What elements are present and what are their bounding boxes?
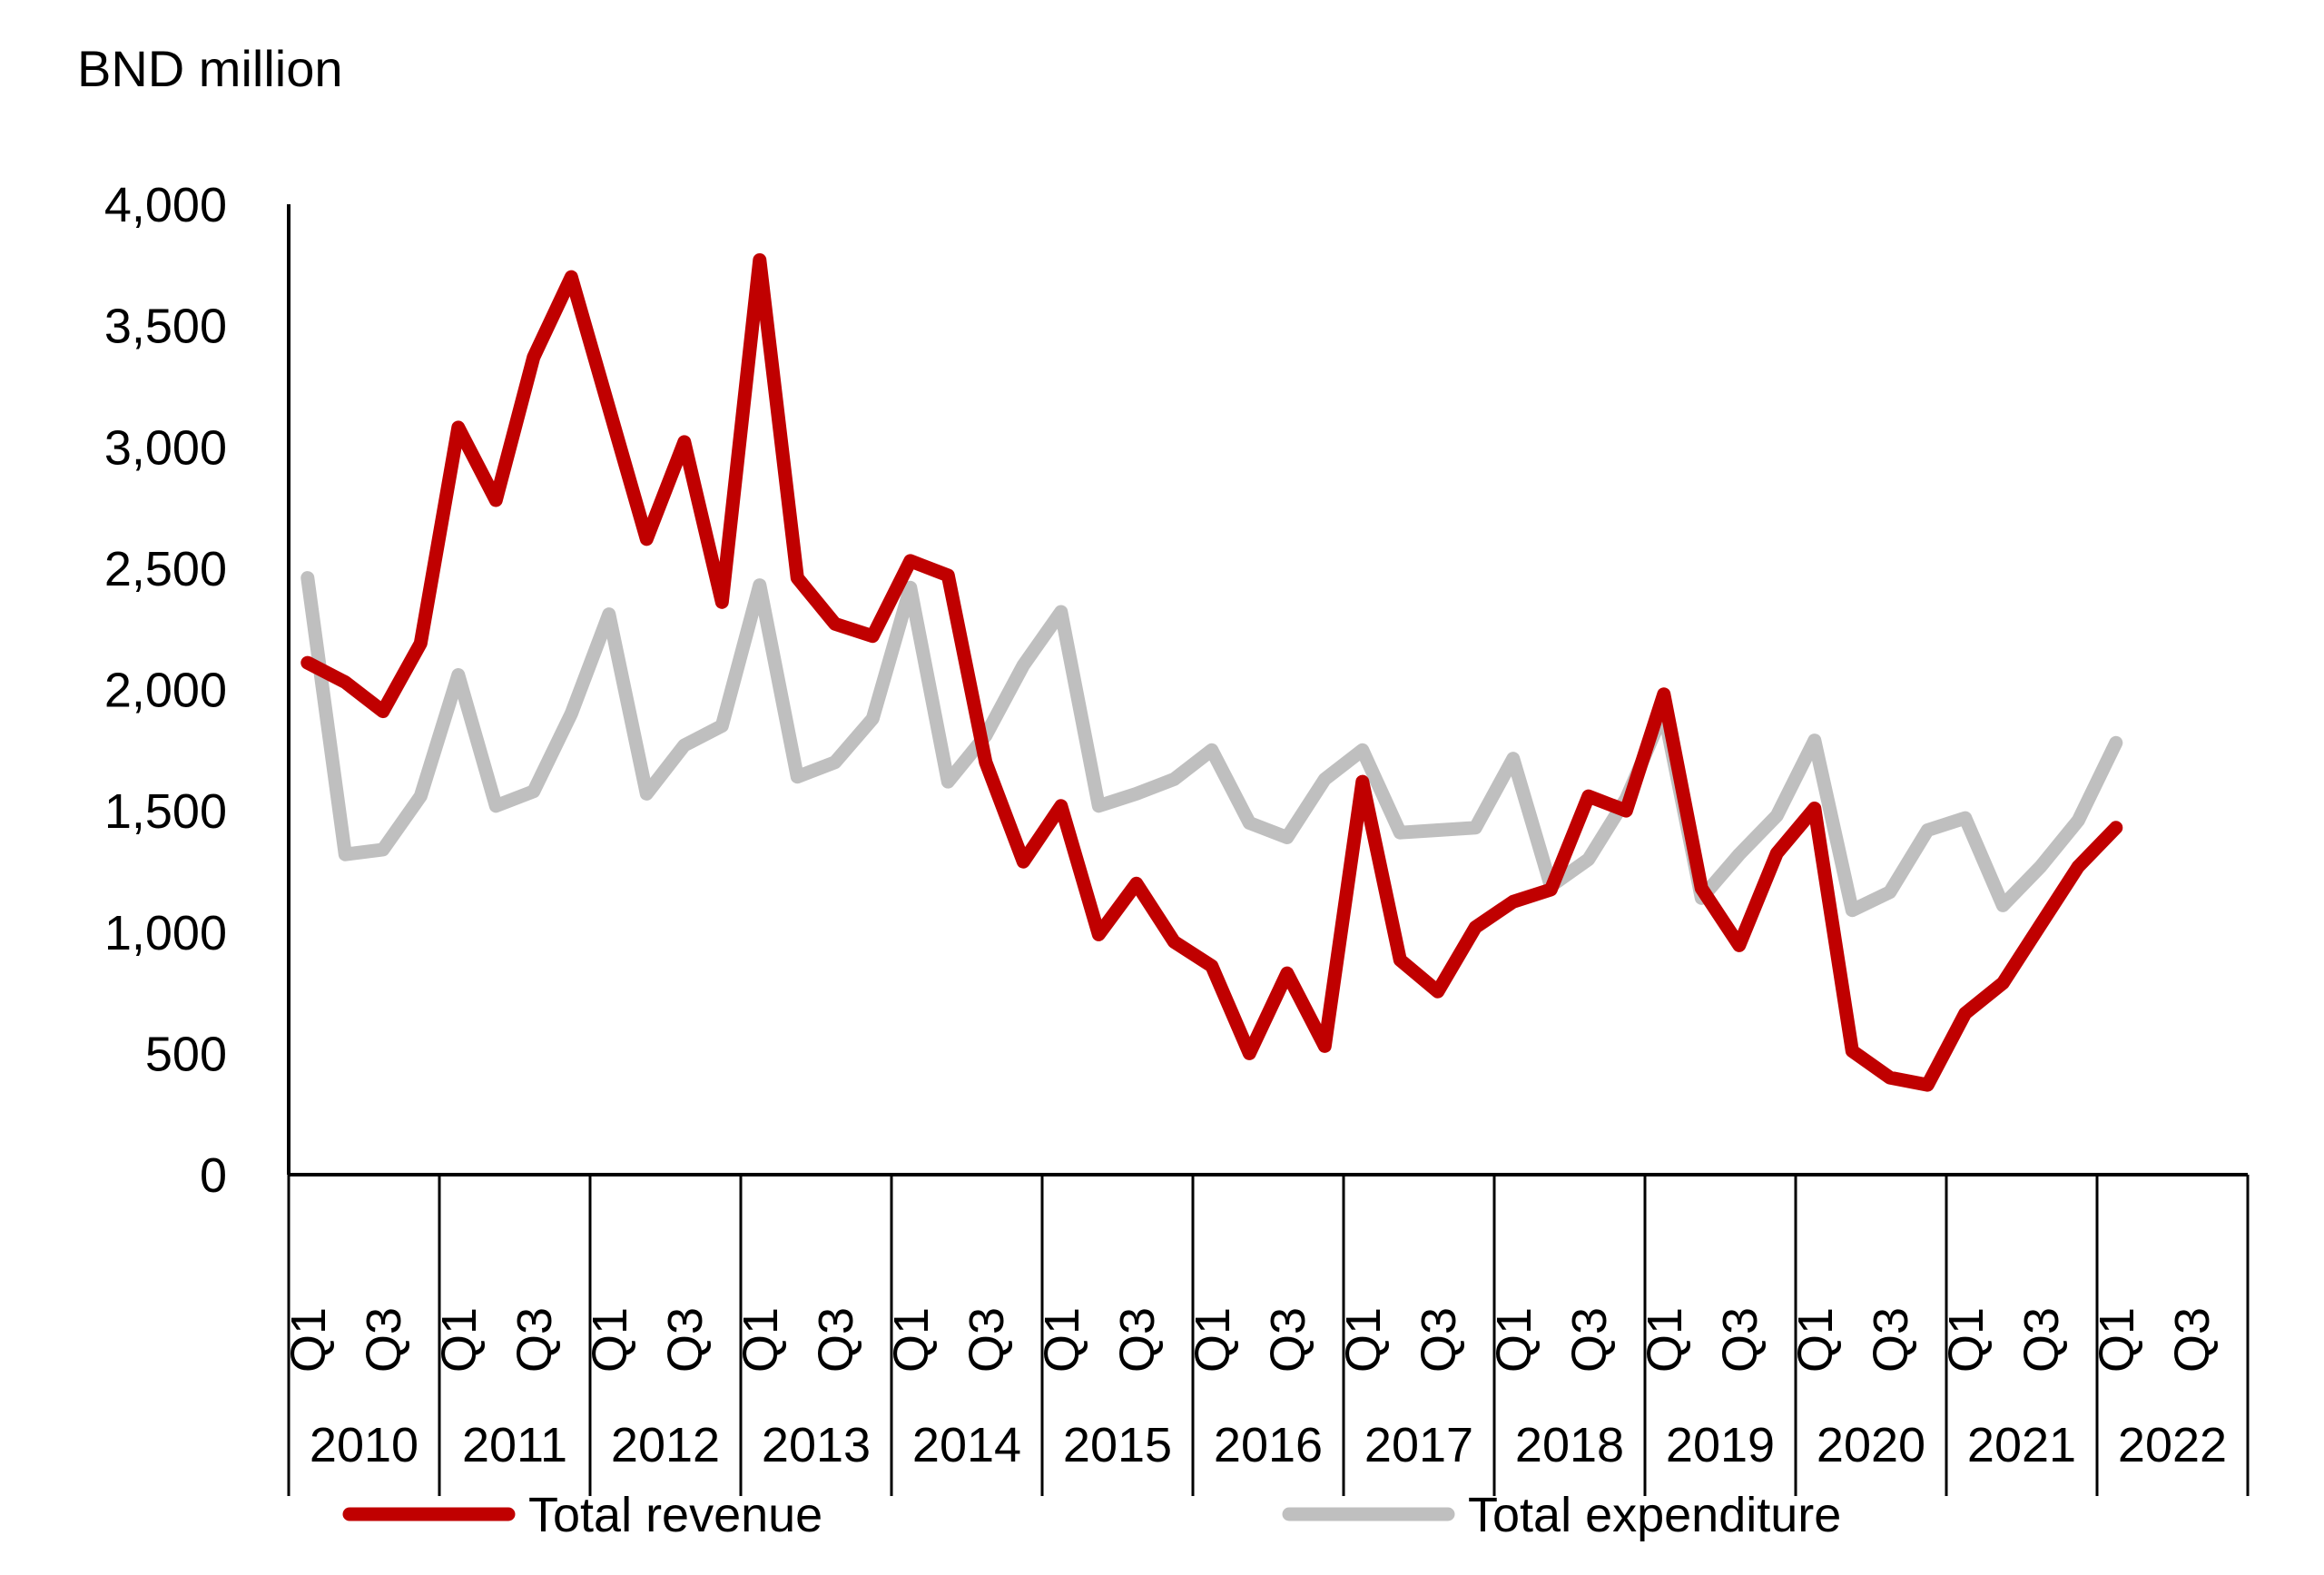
year-label: 2022 <box>2118 1418 2227 1472</box>
year-label: 2011 <box>462 1418 567 1472</box>
x-axis-separators <box>287 1175 2250 1496</box>
quarter-tick-label: Q3 <box>507 1307 562 1373</box>
quarter-tick-label: Q3 <box>1110 1307 1165 1373</box>
quarter-tick-label: Q1 <box>1788 1307 1843 1373</box>
year-label: 2015 <box>1063 1418 1172 1472</box>
legend: Total revenue Total expenditure <box>342 1488 1841 1542</box>
quarter-tick-label: Q1 <box>1336 1307 1391 1373</box>
quarter-tick-label: Q3 <box>960 1307 1014 1373</box>
y-axis-tick-label: 3,000 <box>104 420 227 475</box>
y-axis-tick-labels: 4,000 3,500 3,000 2,500 2,000 1,500 1,000 500 0 <box>104 178 227 1203</box>
year-label: 2014 <box>912 1418 1021 1472</box>
quarter-tick-label: Q1 <box>734 1307 788 1373</box>
y-axis-tick-label: 1,500 <box>104 784 227 839</box>
expenditure-line <box>300 571 2123 918</box>
year-label: 2012 <box>611 1418 720 1472</box>
quarter-tick-label: Q1 <box>1638 1307 1692 1373</box>
quarter-tick-label: Q1 <box>1186 1307 1240 1373</box>
legend-expenditure-label: Total expenditure <box>1468 1488 1841 1542</box>
quarter-tick-label: Q1 <box>583 1307 637 1373</box>
legend-revenue-label: Total revenue <box>528 1488 822 1542</box>
quarter-tick-label: Q1 <box>1035 1307 1089 1373</box>
year-label: 2018 <box>1515 1418 1624 1472</box>
quarter-tick-label: Q3 <box>2165 1307 2220 1373</box>
y-axis-tick-label: 2,000 <box>104 664 227 718</box>
quarter-tick-label: Q3 <box>1713 1307 1768 1373</box>
quarter-tick-label: Q1 <box>2090 1307 2144 1373</box>
y-axis-tick-label: 2,500 <box>104 542 227 596</box>
quarter-tick-label: Q3 <box>1261 1307 1315 1373</box>
y-axis-tick-label: 4,000 <box>104 178 227 232</box>
quarter-tick-label: Q3 <box>1864 1307 1918 1373</box>
quarter-tick-label: Q1 <box>1939 1307 1994 1373</box>
series-lines <box>300 253 2123 1092</box>
x-axis-year-labels: 2010 2011 2012 2013 2014 2015 2016 2017 2018 2019… <box>310 1418 2227 1472</box>
year-label: 2020 <box>1817 1418 1925 1472</box>
y-axis-tick-label: 0 <box>200 1148 227 1203</box>
quarter-tick-label: Q1 <box>281 1307 336 1373</box>
quarter-tick-label: Q1 <box>432 1307 487 1373</box>
chart-title: BND million <box>77 40 343 97</box>
year-label: 2017 <box>1364 1418 1473 1472</box>
y-axis-tick-label: 500 <box>145 1027 227 1081</box>
revenue-line <box>300 253 2123 1092</box>
year-label: 2016 <box>1214 1418 1323 1472</box>
y-axis-tick-label: 1,000 <box>104 906 227 960</box>
year-label: 2010 <box>310 1418 419 1472</box>
quarter-tick-label: Q3 <box>2014 1307 2069 1373</box>
year-label: 2013 <box>762 1418 871 1472</box>
y-axis-tick-label: 3,500 <box>104 300 227 354</box>
quarter-tick-label: Q1 <box>1487 1307 1541 1373</box>
year-label: 2021 <box>1967 1418 2076 1472</box>
quarter-tick-label: Q1 <box>884 1307 939 1373</box>
quarter-tick-label: Q3 <box>658 1307 713 1373</box>
quarter-tick-label: Q3 <box>1412 1307 1466 1373</box>
x-axis-quarter-labels: Q1 Q3 Q1 Q3 Q1 Q3 Q1 Q3 Q1 Q3 Q1 Q3 Q1 Q3 Q1 Q3 Q1 Q3 Q1 Q3… <box>281 1307 2220 1373</box>
quarter-tick-label: Q3 <box>809 1307 863 1373</box>
quarter-tick-label: Q3 <box>1562 1307 1617 1373</box>
quarter-tick-label: Q3 <box>357 1307 411 1373</box>
axis-lines <box>287 204 2248 1176</box>
year-label: 2019 <box>1666 1418 1775 1472</box>
